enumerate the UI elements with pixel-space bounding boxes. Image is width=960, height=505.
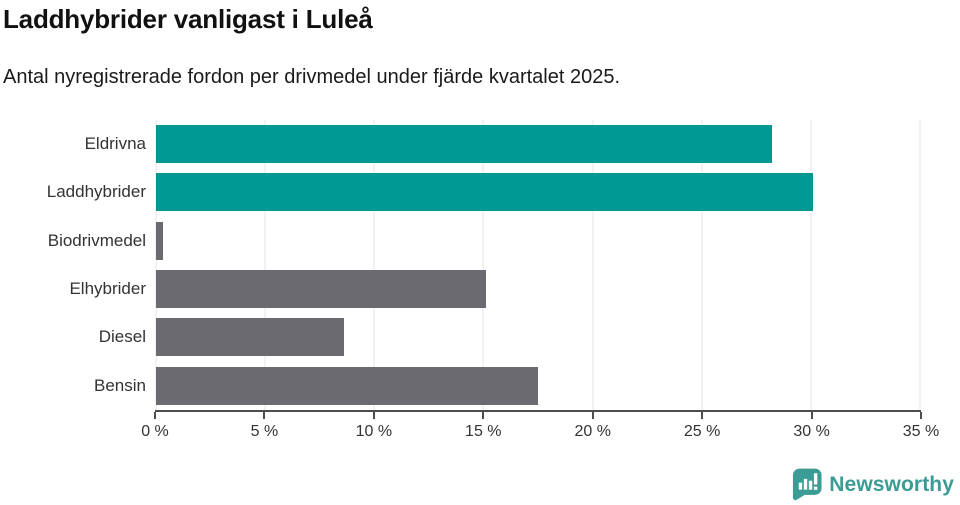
bar [156,173,814,212]
bar [156,318,344,357]
x-axis-tick [591,412,594,419]
gridline [701,120,703,410]
bar-row: Diesel [99,313,920,361]
x-axis-tick [263,412,266,419]
logo-exclamation-stem [814,473,818,485]
x-axis-tick [810,412,813,419]
gridline [919,120,921,410]
gridline [373,120,375,410]
x-axis-tick [701,412,704,419]
bar-row: Laddhybrider [47,168,920,216]
bar [156,221,163,260]
x-tick-label: 10 % [355,423,393,440]
x-tick-label: 5 % [250,423,279,440]
gridline [155,120,157,410]
logo-bar-medium [809,480,813,490]
newsworthy-logo-icon [793,468,822,501]
x-axis-tick [372,412,375,419]
x-tick-label: 35 % [902,423,940,440]
gridline [810,120,812,410]
logo-bar-short [799,482,803,490]
bar-row: Bensin [94,362,920,410]
x-tick-label: 0 % [141,423,169,440]
logo-exclamation-dot [814,486,818,490]
x-axis-tick [154,412,156,419]
category-label: Bensin [94,375,146,395]
bar [156,366,538,405]
x-axis: 0 % 5 % 10 % 15 % 20 % 25 % 30 % 35 % [141,410,939,440]
bar [156,125,772,164]
chart-subtitle: Antal nyregistrerade fordon per drivmede… [3,66,621,88]
x-axis-tick [920,412,922,419]
bar-row: Eldrivna [85,120,920,168]
category-label: Elhybrider [69,279,146,299]
logo-bar-tall [804,478,808,490]
category-label: Laddhybrider [46,182,146,202]
x-tick-label: 20 % [574,423,611,440]
bar-row: Elhybrider [69,265,920,313]
brand-footer: Newsworthy [792,468,954,501]
x-tick-label: 30 % [793,423,830,440]
category-label: Diesel [98,327,146,347]
gridline [264,120,266,410]
category-label: Eldrivna [84,134,146,154]
gridlines [155,120,921,410]
plot-area: Eldrivna Laddhybrider Biodrivmedel Elhybrid… [47,120,921,410]
x-tick-label: 15 % [465,423,502,440]
x-tick-label: 25 % [683,423,721,440]
bar [156,270,486,309]
bar-rows: Eldrivna Laddhybrider Biodrivmedel Elhybrid… [47,120,920,410]
x-axis-tick [482,412,485,419]
category-label: Biodrivmedel [47,230,146,250]
brand-name: Newsworthy [829,472,954,496]
bar-row: Biodrivmedel [48,217,920,265]
gridline [482,120,484,410]
chart-title: Laddhybrider vanligast i Luleå [3,4,373,34]
gridline [592,120,594,410]
